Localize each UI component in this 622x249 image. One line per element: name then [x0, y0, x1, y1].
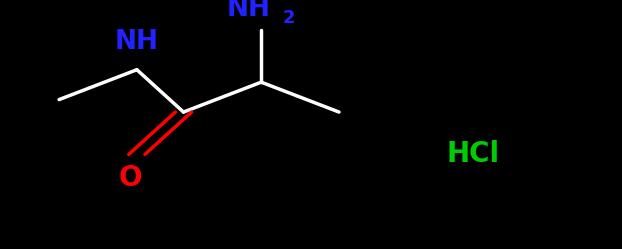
Text: HCl: HCl [446, 140, 499, 168]
Text: NH: NH [115, 29, 159, 55]
Text: O: O [119, 164, 142, 192]
Text: 2: 2 [283, 9, 295, 27]
Text: NH: NH [227, 0, 271, 22]
